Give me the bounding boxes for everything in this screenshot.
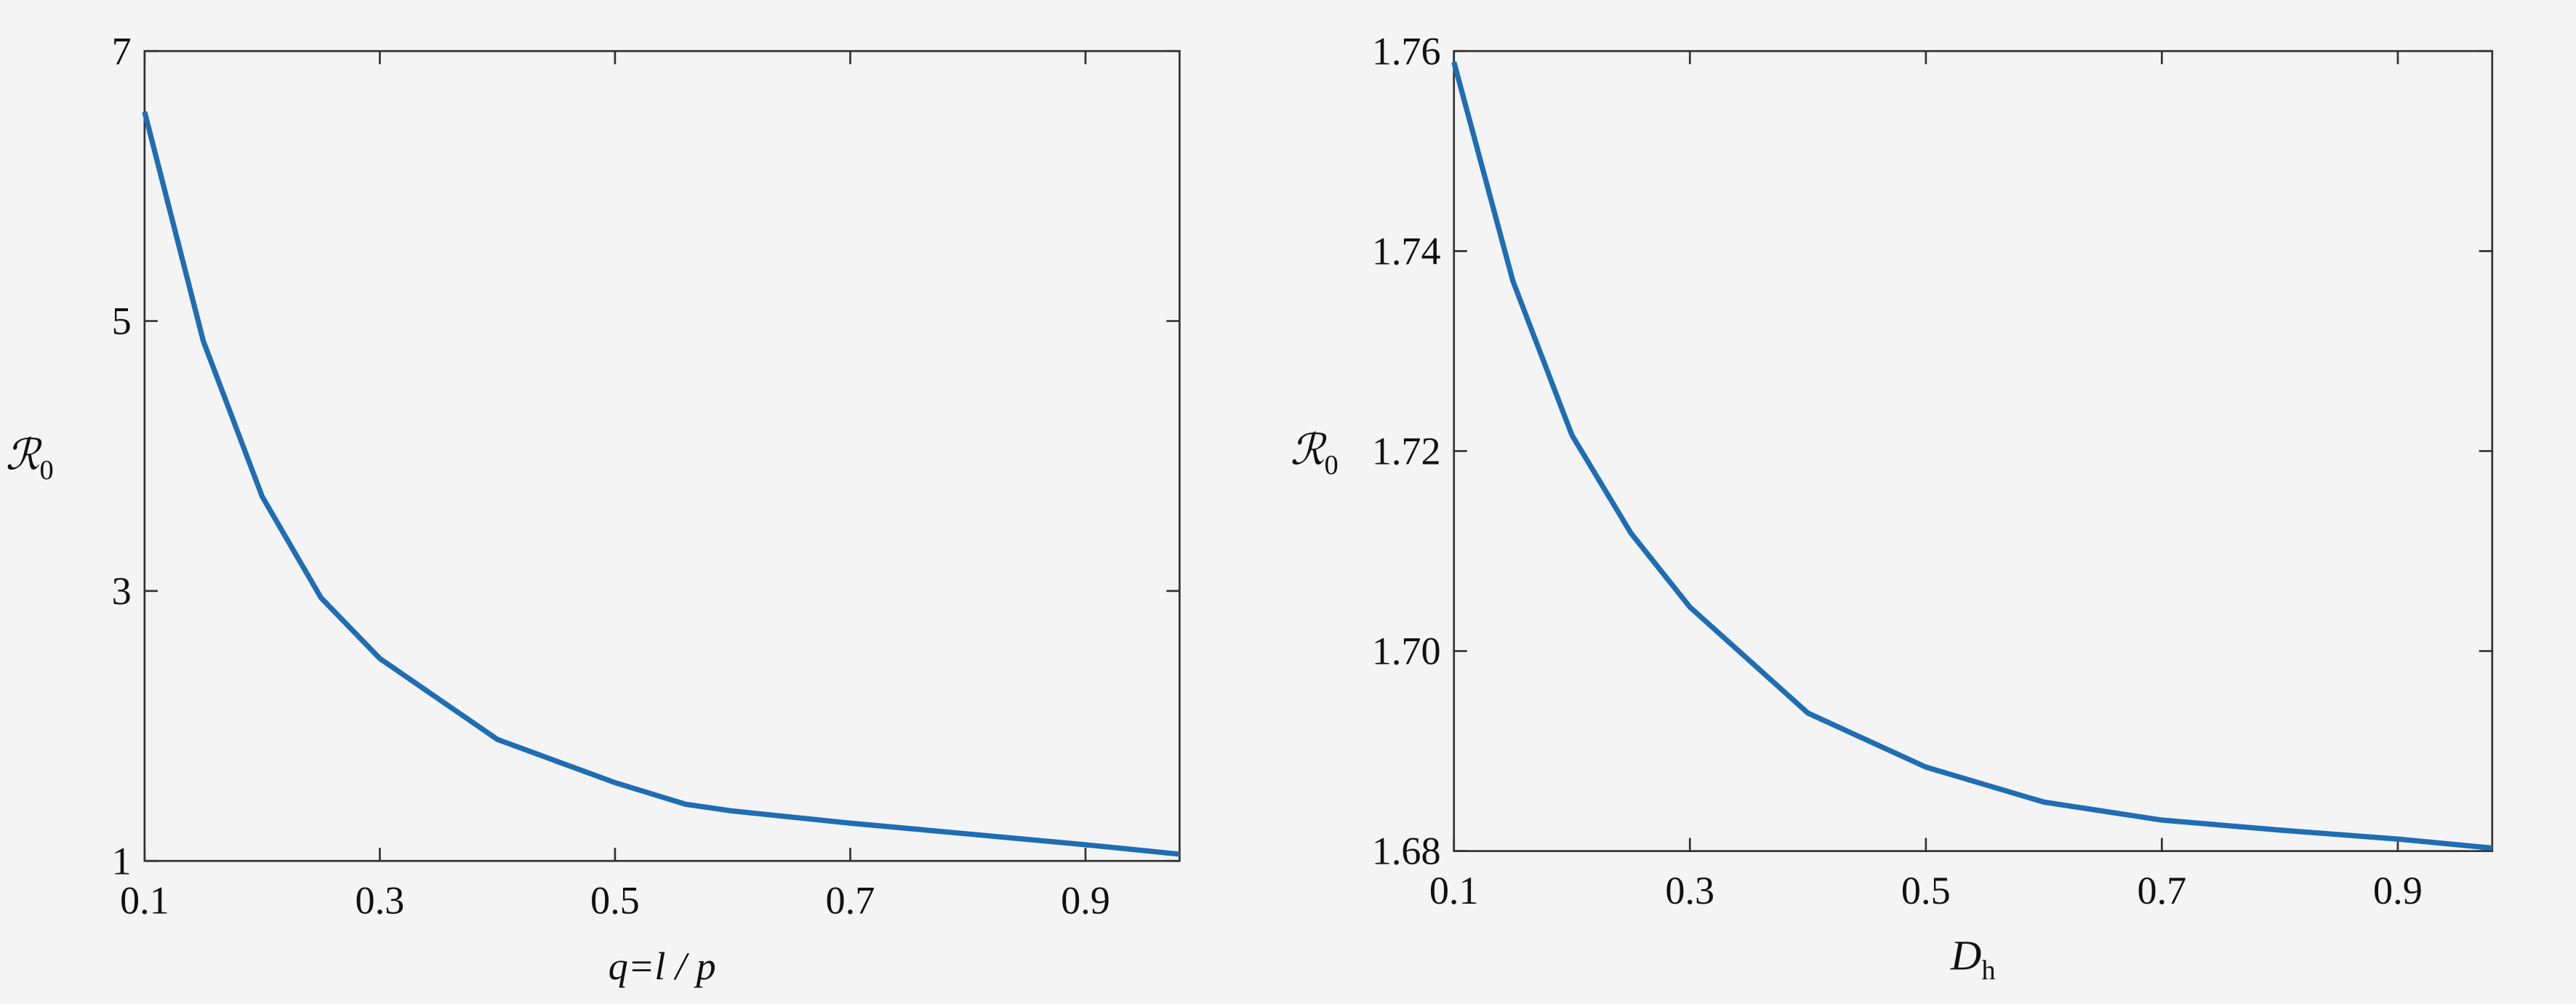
plot-frame (143, 49, 1181, 862)
plot-frame (1453, 49, 2494, 853)
y-tick-label: 1.74 (1372, 229, 1441, 273)
y-tick-label: 7 (112, 29, 132, 73)
x-tick-label: 0.5 (590, 879, 640, 923)
y-tick-label: 1.76 (1372, 29, 1441, 73)
y-tick-label: 5 (112, 300, 132, 343)
x-tick-label: 0.9 (2373, 869, 2423, 912)
label-subscript: h (1981, 955, 1995, 986)
x-tick-label: 0.7 (2137, 869, 2186, 912)
y-axis-label: ℛ0 (1291, 427, 1339, 481)
y-tick-label: 1.68 (1372, 830, 1441, 873)
x-tick-label: 0.1 (120, 879, 169, 923)
x-tick-label: 0.9 (1061, 879, 1110, 923)
x-tick-label: 0.3 (355, 879, 404, 923)
data-line (1451, 61, 2493, 851)
label-subscript: 0 (1324, 450, 1338, 481)
label-subscript: 0 (40, 455, 54, 486)
y-tick-label: 1.70 (1372, 630, 1441, 673)
label-symbol: ℛ (1291, 427, 1328, 474)
label-symbol: D (1950, 931, 1981, 979)
x-tick-label: 0.3 (1665, 869, 1714, 912)
label-symbol: ℛ (6, 431, 43, 478)
x-tick-label: 0.1 (1429, 869, 1479, 912)
data-line (142, 111, 1180, 857)
x-tick-label: 0.5 (1901, 869, 1951, 912)
y-axis-label: ℛ0 (6, 431, 54, 486)
x-axis-label: Dh (1950, 931, 1996, 986)
x-axis-label: q=l / p (609, 944, 716, 988)
y-tick-label: 1 (112, 839, 132, 883)
y-tick-label: 3 (112, 569, 132, 613)
x-tick-label: 0.7 (826, 879, 875, 923)
y-tick-label: 1.72 (1372, 430, 1441, 473)
